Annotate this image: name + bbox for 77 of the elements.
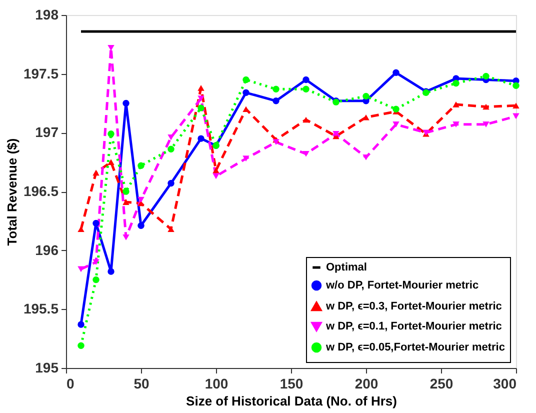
point — [198, 85, 204, 91]
point — [272, 139, 280, 145]
legend-label: w/o DP, Fortet-Mourier metric — [325, 280, 479, 292]
point — [302, 116, 310, 123]
point — [332, 130, 340, 137]
point — [212, 173, 220, 180]
legend-label: w DP, ϵ=0.05,Fortet-Mourier metric — [325, 342, 505, 354]
point — [512, 113, 520, 120]
point — [122, 100, 130, 107]
point — [138, 162, 144, 169]
y-tick-label: 198 — [35, 6, 59, 22]
y-tick-label: 195 — [35, 360, 59, 376]
point — [168, 146, 174, 152]
point — [362, 154, 370, 160]
point — [108, 268, 114, 275]
y-tick-label: 197.5 — [23, 65, 59, 82]
x-tick-label: 150 — [280, 376, 304, 392]
point — [168, 134, 174, 140]
point — [198, 135, 204, 142]
point — [392, 69, 400, 76]
point — [452, 122, 460, 128]
point — [78, 266, 84, 272]
point — [452, 80, 460, 87]
point — [78, 321, 84, 328]
point — [242, 156, 250, 162]
point — [302, 86, 310, 92]
legend-label: w DP, ϵ=0.3, Fortet-Mourier metric — [325, 300, 502, 312]
point — [482, 122, 490, 128]
point — [362, 92, 370, 100]
point — [78, 226, 84, 232]
point — [212, 167, 220, 174]
x-tick-label: 50 — [134, 376, 150, 392]
point — [92, 259, 100, 266]
x-tick-label: 0 — [66, 376, 74, 392]
point — [92, 170, 100, 176]
y-tick-label: 196.5 — [23, 183, 59, 199]
point — [198, 96, 204, 102]
point — [512, 102, 520, 109]
point — [302, 150, 310, 157]
legend-label: Optimal — [326, 262, 367, 274]
point — [122, 188, 130, 195]
x-tick-label: 100 — [204, 376, 228, 392]
point — [138, 196, 144, 203]
x-axis-title: Size of Historical Data (No. of Hrs) — [186, 394, 397, 408]
point — [272, 98, 280, 104]
y-tick-label: 195.5 — [23, 300, 59, 317]
point — [108, 159, 114, 165]
x-tick-label: 200 — [354, 376, 378, 392]
point — [92, 276, 100, 284]
point — [392, 122, 400, 128]
point — [168, 226, 174, 232]
x-tick-label: 250 — [430, 376, 454, 392]
point — [242, 106, 250, 112]
point — [108, 45, 114, 51]
point — [452, 102, 460, 108]
legend-label: w DP, ϵ=0.1, Fortet-Mourier metric — [325, 320, 502, 332]
point — [198, 104, 204, 112]
point — [108, 130, 114, 138]
point — [362, 114, 370, 120]
point — [168, 180, 174, 187]
point — [482, 72, 490, 80]
y-axis-title: Total Revenue ($) — [4, 138, 20, 246]
point — [392, 106, 400, 112]
point — [482, 104, 490, 110]
x-tick-label: 300 — [493, 376, 517, 392]
point — [92, 220, 100, 227]
point — [122, 234, 130, 240]
point — [242, 89, 250, 96]
point — [272, 86, 280, 92]
point — [302, 76, 310, 84]
point — [78, 342, 84, 349]
point — [122, 199, 130, 205]
point — [512, 82, 520, 89]
point — [138, 222, 144, 229]
point — [242, 76, 250, 84]
y-tick-label: 197 — [35, 124, 59, 140]
y-tick-label: 196 — [35, 242, 59, 258]
